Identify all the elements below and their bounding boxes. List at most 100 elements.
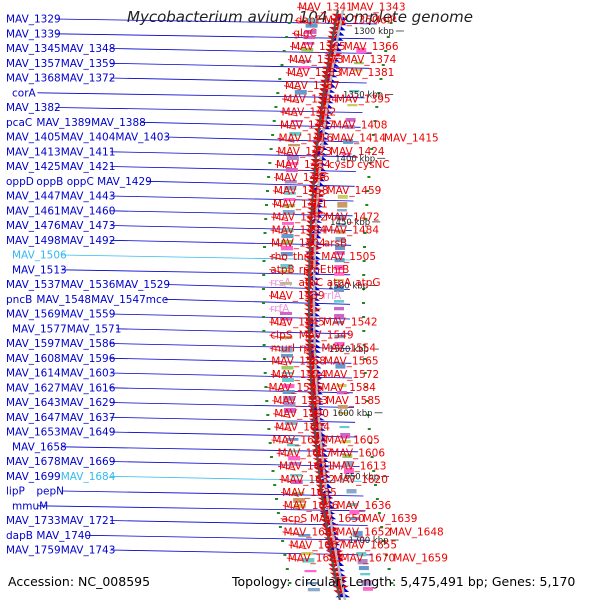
gene-label[interactable]: corA bbox=[12, 87, 37, 99]
gene-label[interactable]: MAV_1368 bbox=[6, 73, 61, 85]
gene-label[interactable]: MAV_1743 bbox=[61, 545, 116, 557]
gene-label[interactable]: clpS bbox=[270, 330, 292, 342]
gene-label[interactable]: MAV_1624 bbox=[272, 434, 327, 446]
gene-label[interactable]: MAV_1629 bbox=[61, 397, 116, 409]
gene-label[interactable]: MAV_1443 bbox=[61, 191, 116, 203]
gene-label[interactable]: oppD bbox=[6, 176, 34, 188]
gene-label[interactable]: MAV_1473 bbox=[61, 220, 116, 232]
gene-label[interactable]: MAV_1446 bbox=[275, 172, 330, 184]
gene-label[interactable]: MAV_1434 bbox=[276, 159, 331, 171]
gene-label[interactable]: MAV_1548 bbox=[36, 294, 91, 306]
gene-label[interactable]: MAV_1498 bbox=[6, 235, 61, 247]
gene-label[interactable]: MAV_1569 bbox=[6, 309, 61, 321]
gene-label[interactable]: MAV_1759 bbox=[6, 545, 61, 557]
gene-label[interactable]: MAV_1547 bbox=[91, 294, 146, 306]
gene-label[interactable]: MAV_1643 bbox=[6, 397, 61, 409]
gene-label[interactable]: MAV_1387 bbox=[285, 80, 340, 92]
gene-label[interactable]: glgC bbox=[293, 28, 317, 40]
gene-label[interactable]: murI bbox=[271, 343, 295, 355]
gene-label[interactable]: MAV_1405 bbox=[6, 132, 61, 144]
gene-label[interactable]: MAV_1389 bbox=[36, 117, 91, 129]
gene-label[interactable]: MAV_1395 bbox=[336, 93, 391, 105]
gene-label[interactable]: MAV_1407 bbox=[280, 120, 335, 132]
gene-label[interactable]: MAV_1494 bbox=[272, 225, 327, 237]
gene-label[interactable]: MAV_1425 bbox=[6, 161, 61, 173]
gene-label[interactable]: atpB bbox=[270, 264, 294, 276]
gene-label[interactable]: MAV_1414 bbox=[331, 133, 386, 145]
gene-label[interactable]: MAV_1646 bbox=[284, 500, 339, 512]
gene-label[interactable]: rrfA bbox=[270, 303, 290, 315]
gene-label[interactable]: MAV_1667 bbox=[290, 539, 345, 551]
gene-label[interactable]: MAV_1404 bbox=[61, 132, 116, 144]
gene-label[interactable]: MAV_1513 bbox=[12, 264, 67, 276]
gene-label[interactable]: MAV_1348 bbox=[61, 43, 116, 55]
gene-label[interactable]: MAV_1461 bbox=[6, 205, 61, 217]
gene-label[interactable]: MAV_1616 bbox=[61, 382, 116, 394]
gene-label[interactable]: MAV_1721 bbox=[61, 515, 116, 527]
gene-label[interactable]: MAV_1542 bbox=[323, 316, 378, 328]
gene-label[interactable]: MAV_1413 bbox=[6, 146, 61, 158]
gene-label[interactable]: MAV_1374 bbox=[342, 54, 397, 66]
gene-label[interactable]: MAV_1421 bbox=[61, 161, 116, 173]
gene-label[interactable]: MAV_1471 bbox=[273, 198, 328, 210]
gene-label[interactable]: atpA bbox=[327, 277, 352, 289]
gene-label[interactable]: MAV_1388 bbox=[91, 117, 146, 129]
gene-label[interactable]: MAV_1329 bbox=[6, 14, 61, 26]
gene-label[interactable]: MAV_1650 bbox=[310, 513, 365, 525]
gene-label[interactable]: oppB bbox=[36, 176, 63, 188]
gene-label[interactable]: MAV_1620 bbox=[333, 474, 388, 486]
gene-label[interactable]: MAV_1408 bbox=[333, 120, 388, 132]
gene-label[interactable]: pcaC bbox=[6, 117, 32, 129]
gene-label[interactable]: MAV_1447 bbox=[6, 191, 61, 203]
gene-label[interactable]: MAV_1585 bbox=[326, 395, 381, 407]
gene-label[interactable]: MAV_1608 bbox=[6, 353, 61, 365]
gene-label[interactable]: MAV_1733 bbox=[6, 515, 61, 527]
gene-label[interactable]: MAV_1614 bbox=[6, 368, 61, 380]
gene-label[interactable]: MAV_1373 bbox=[289, 54, 344, 66]
gene-label[interactable]: MAV_1506 bbox=[12, 250, 67, 262]
gene-label[interactable]: MAV_1382 bbox=[6, 102, 61, 114]
gene-label[interactable]: MAV_1648 bbox=[389, 526, 444, 538]
gene-label[interactable]: MAV_1596 bbox=[61, 353, 116, 365]
gene-label[interactable]: MAV_1359 bbox=[61, 58, 116, 70]
gene-label[interactable]: dapE bbox=[296, 15, 322, 27]
gene-label[interactable]: MAV_1683 bbox=[288, 553, 343, 565]
gene-label[interactable]: MAV_1549 bbox=[299, 330, 354, 342]
gene-label[interactable]: MAV_1684 bbox=[61, 471, 116, 483]
gene-label[interactable]: MAV_1416 bbox=[279, 133, 334, 145]
gene-label[interactable]: rrlA bbox=[323, 290, 342, 302]
gene-label[interactable]: MAV_1345 bbox=[6, 43, 61, 55]
gene-label[interactable]: MAV_1559 bbox=[61, 309, 116, 321]
gene-label[interactable]: MAV_1632 bbox=[281, 474, 336, 486]
gene-label[interactable]: MAV_1394 bbox=[283, 93, 338, 105]
gene-label[interactable]: mmuM bbox=[12, 500, 48, 512]
gene-label[interactable]: MAV_1649 bbox=[61, 427, 116, 439]
gene-label[interactable]: MAV_1366 bbox=[344, 41, 399, 53]
gene-label[interactable]: atpC bbox=[299, 277, 324, 289]
gene-label[interactable]: MAV_1740 bbox=[36, 530, 91, 542]
gene-label[interactable]: MAV_1652 bbox=[336, 526, 391, 538]
gene-label[interactable]: atpG bbox=[355, 277, 380, 289]
gene-label[interactable]: MAV_1458 bbox=[274, 185, 329, 197]
gene-label[interactable]: MAV_1372 bbox=[61, 73, 116, 85]
gene-label[interactable]: lipP bbox=[6, 486, 25, 498]
gene-label[interactable]: MAV_1402 bbox=[282, 107, 337, 119]
gene-label[interactable]: MAV_1339 bbox=[6, 28, 61, 40]
gene-label[interactable]: MAV_1595 bbox=[269, 382, 324, 394]
gene-label[interactable]: MAV_1653 bbox=[6, 427, 61, 439]
gene-label[interactable]: MAV_1636 bbox=[337, 500, 392, 512]
gene-label[interactable]: MAV_1341 bbox=[298, 2, 353, 14]
gene-label[interactable]: MAV_1403 bbox=[115, 132, 170, 144]
gene-label[interactable]: MAV_1571 bbox=[67, 323, 122, 335]
gene-label[interactable]: MAV_1604 bbox=[275, 421, 330, 433]
gene-label[interactable]: mce bbox=[146, 294, 168, 306]
gene-label[interactable]: MAV_1627 bbox=[6, 382, 61, 394]
gene-label[interactable]: MAV_1460 bbox=[61, 205, 116, 217]
gene-label[interactable]: pepN bbox=[36, 486, 64, 498]
gene-label[interactable]: MAV_1655 bbox=[342, 539, 397, 551]
gene-label[interactable]: MAV_1574 bbox=[272, 369, 327, 381]
gene-label[interactable]: MAV_1669 bbox=[61, 456, 116, 468]
gene-label[interactable]: MAV_1472 bbox=[325, 211, 380, 223]
gene-label[interactable]: MAV_1484 bbox=[324, 225, 379, 237]
gene-label[interactable]: dapB bbox=[6, 530, 33, 542]
